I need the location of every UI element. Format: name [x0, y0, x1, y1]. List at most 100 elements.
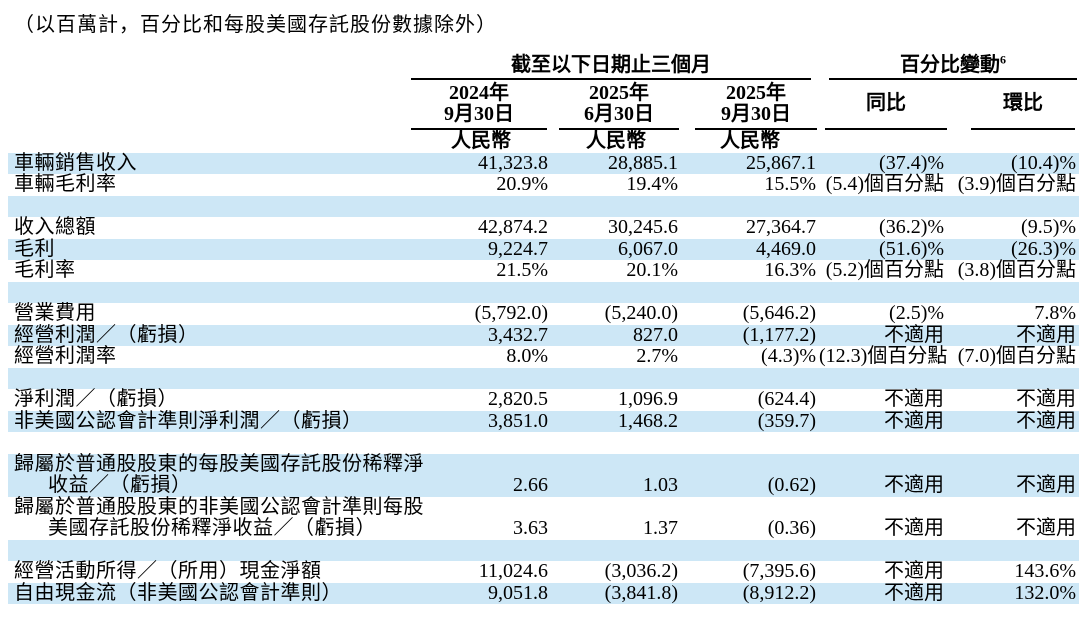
cell-value: 11,024.6: [478, 560, 548, 582]
spacer-cell: [551, 539, 681, 561]
table-row: 歸屬於普通股股東的非美國公認會計準則每股 美國存託股份稀釋淨收益／（虧損） 3.63…: [8, 496, 1079, 540]
cell-value: (5,792.0): [474, 302, 548, 324]
cell-value: 不適用: [884, 560, 945, 582]
row-label: 淨利潤／（虧損）: [14, 388, 178, 410]
table-row: 毛利率 21.5% 20.1% 16.3% (5.2)個百分點 (3.8)個百分點: [8, 259, 1079, 282]
cell-value: 不適用: [819, 410, 948, 432]
cell-value: (5.2)個百分點: [825, 259, 945, 281]
units-note: （以百萬計，百分比和每股美國存託股份數據除外）: [14, 14, 497, 36]
cell-value: 21.5%: [496, 259, 548, 281]
cell-value: 30,245.6: [608, 216, 678, 238]
spacer-cell: [819, 195, 948, 217]
spacer-cell: [681, 539, 820, 561]
cell-value: 不適用: [819, 324, 948, 346]
spacer-cell: [819, 432, 947, 454]
table-row: 淨利潤／（虧損） 2,820.5 1,096.9 (624.4) 不適用 不適用: [8, 388, 1079, 411]
cell-value: (12.3)個百分點: [819, 345, 948, 367]
cell-value: 827.0: [551, 324, 681, 346]
row-label: 自由現金流（非美國公認會計準則）: [8, 582, 411, 604]
spacer-cell: [681, 281, 820, 303]
cell-value: 不適用: [947, 453, 1080, 497]
cell-value: 2.7%: [636, 345, 678, 367]
spacer-row: [8, 432, 1079, 454]
cell-value: (5.4)個百分點: [825, 173, 945, 195]
row-label: 經營利潤率: [14, 345, 117, 367]
cell-value: (8,912.2): [681, 582, 820, 604]
cell-value: 20.1%: [626, 259, 678, 281]
cell-value: (10.4)%: [947, 152, 1080, 174]
cell-value: 1.03: [551, 453, 681, 497]
currency-label: 人民幣: [451, 130, 511, 152]
cell-value: 25,867.1: [681, 152, 820, 174]
col-header-2025-09-30: 2025年 9月30日: [681, 80, 819, 130]
spacer-cell: [551, 367, 681, 389]
footnote-ref: 6: [1000, 52, 1007, 67]
spacer-cell: [551, 432, 681, 454]
cell-value: (3.9)個百分點: [957, 173, 1077, 195]
row-label: 非美國公認會計準則淨利潤／（虧損）: [8, 410, 411, 432]
row-label: 經營利潤／（虧損）: [8, 324, 411, 346]
cell-value: (5,646.2): [742, 302, 817, 324]
financial-table: 截至以下日期止三個月 百分比變動6 2024年 9月30日 2025年 6月30日 …: [8, 52, 1080, 604]
spacer-row: [8, 281, 1080, 303]
header-spacer: [8, 130, 411, 153]
cell-value: 16.3%: [764, 259, 817, 281]
col-header-yoy: 同比: [819, 80, 948, 130]
table-row: 車輛毛利率 20.9% 19.4% 15.5% (5.4)個百分點 (3.9)個百分點: [8, 173, 1079, 196]
cell-value: 15.5%: [764, 173, 817, 195]
cell-value: 132.0%: [947, 582, 1080, 604]
cell-value: (37.4)%: [819, 152, 948, 174]
table-row: 毛利 9,224.7 6,067.0 4,469.0 (51.6)% (26.3)%: [8, 238, 1080, 260]
cell-value: (0.36): [767, 517, 817, 539]
spacer-cell: [411, 281, 551, 303]
row-label: 毛利率: [14, 259, 76, 281]
col-header-2024-09-30: 2024年 9月30日: [411, 80, 551, 130]
cell-value: 3,432.7: [411, 324, 551, 346]
cell-value: (1,177.2): [681, 324, 820, 346]
spacer-cell: [947, 432, 1079, 454]
cell-value: 不適用: [1016, 388, 1077, 410]
spacer-cell: [8, 539, 411, 561]
cell-value: 2.66: [411, 453, 551, 497]
cell-value: 20.9%: [496, 173, 548, 195]
spacer-cell: [947, 195, 1080, 217]
row-label: 歸屬於普通股股東的每股美國存託股份稀釋淨 收益／（虧損）: [8, 453, 424, 497]
cell-value: 不適用: [819, 582, 948, 604]
cell-value: 143.6%: [1014, 560, 1077, 582]
cell-value: (3.8)個百分點: [957, 259, 1077, 281]
table-row: 非美國公認會計準則淨利潤／（虧損） 3,851.0 1,468.2 (359.7) 不適…: [8, 410, 1080, 432]
header-spacer: [819, 130, 947, 153]
currency-label: 人民幣: [720, 130, 780, 152]
row-label: 毛利: [8, 238, 411, 260]
cell-value: 19.4%: [626, 173, 678, 195]
cell-value: (624.4): [757, 388, 817, 410]
spacer-cell: [551, 195, 681, 217]
spacer-cell: [8, 367, 411, 389]
header-group-change: 百分比變動6: [819, 52, 1079, 80]
row-label: 經營活動所得／（所用）現金淨額: [14, 560, 322, 582]
table-row: 歸屬於普通股股東的每股美國存託股份稀釋淨 收益／（虧損） 2.66 1.03 (0.62…: [8, 453, 1080, 497]
cell-value: 6,067.0: [551, 238, 681, 260]
cell-value: 9,051.8: [411, 582, 551, 604]
cell-value: 1,096.9: [618, 388, 678, 410]
row-label: 車輛銷售收入: [8, 152, 411, 174]
cell-value: 42,874.2: [478, 216, 548, 238]
spacer-cell: [819, 281, 948, 303]
header-spacer: [947, 130, 1079, 153]
spacer-cell: [551, 281, 681, 303]
cell-value: (3,841.8): [551, 582, 681, 604]
col-header-2025-06-30: 2025年 6月30日: [551, 80, 681, 130]
spacer-cell: [8, 432, 411, 454]
table-row: 車輛銷售收入 41,323.8 28,885.1 25,867.1 (37.4)% (10…: [8, 152, 1080, 174]
cell-value: 1,468.2: [551, 410, 681, 432]
spacer-cell: [681, 195, 820, 217]
header-currency-row: 人民幣 人民幣 人民幣: [8, 130, 1079, 153]
table-row: 營業費用 (5,792.0) (5,240.0) (5,646.2) (2.5)% 7.8…: [8, 302, 1079, 325]
spacer-cell: [681, 367, 820, 389]
spacer-cell: [8, 281, 411, 303]
row-label: 收入總額: [14, 216, 96, 238]
cell-value: 不適用: [884, 517, 945, 539]
header-group-row: 截至以下日期止三個月 百分比變動6: [8, 52, 1079, 80]
cell-value: 1.37: [643, 517, 678, 539]
